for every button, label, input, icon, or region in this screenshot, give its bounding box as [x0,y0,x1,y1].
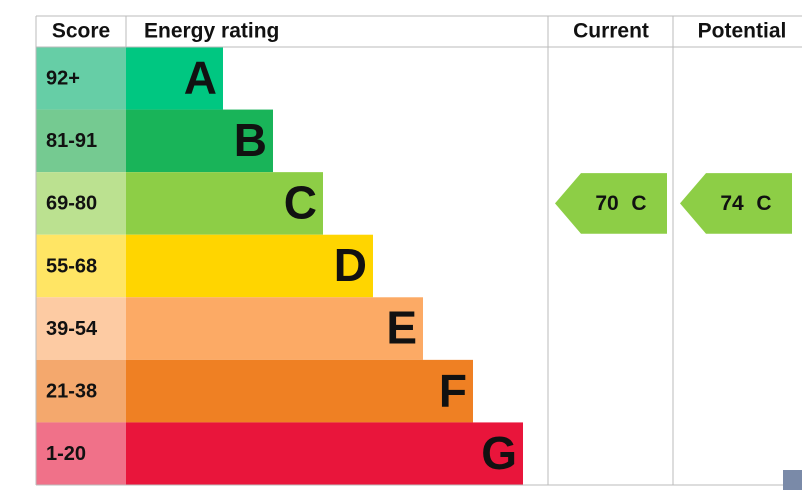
score-range: 1-20 [46,443,86,465]
score-cell [36,297,126,360]
rating-letter: F [439,364,467,416]
current-score: 70 [595,192,618,215]
score-range: 92+ [46,68,80,90]
score-range: 81-91 [46,130,97,152]
score-range: 39-54 [46,318,98,340]
score-range: 69-80 [46,193,97,215]
score-cell [36,359,126,423]
rating-bar [126,422,523,485]
header-potential: Potential [698,20,787,43]
header-rating: Energy rating [144,20,279,43]
score-range: 21-38 [46,380,97,402]
potential-rating: C [756,192,771,215]
rating-bar [126,297,423,360]
rating-letter: B [234,114,267,166]
header-current: Current [573,20,649,43]
current-rating: C [631,192,646,215]
rating-letter: C [284,177,317,229]
header-score: Score [52,20,110,43]
score-cell [36,172,126,235]
rating-bar [126,47,223,110]
current-arrow [555,173,667,234]
rating-bar [126,172,323,235]
score-cell [36,47,126,110]
score-cell [36,422,126,485]
rating-letter: E [386,302,417,354]
score-cell [36,234,126,298]
rating-letter: A [184,51,217,103]
rating-letter: G [481,427,517,479]
corner-widget [783,470,802,490]
potential-arrow [680,173,792,234]
rating-bar [126,234,373,298]
rating-bar [126,109,273,173]
rating-bar [126,359,473,423]
rating-letter: D [334,239,367,291]
potential-score: 74 [720,192,744,215]
score-cell [36,109,126,173]
score-range: 55-68 [46,255,97,277]
